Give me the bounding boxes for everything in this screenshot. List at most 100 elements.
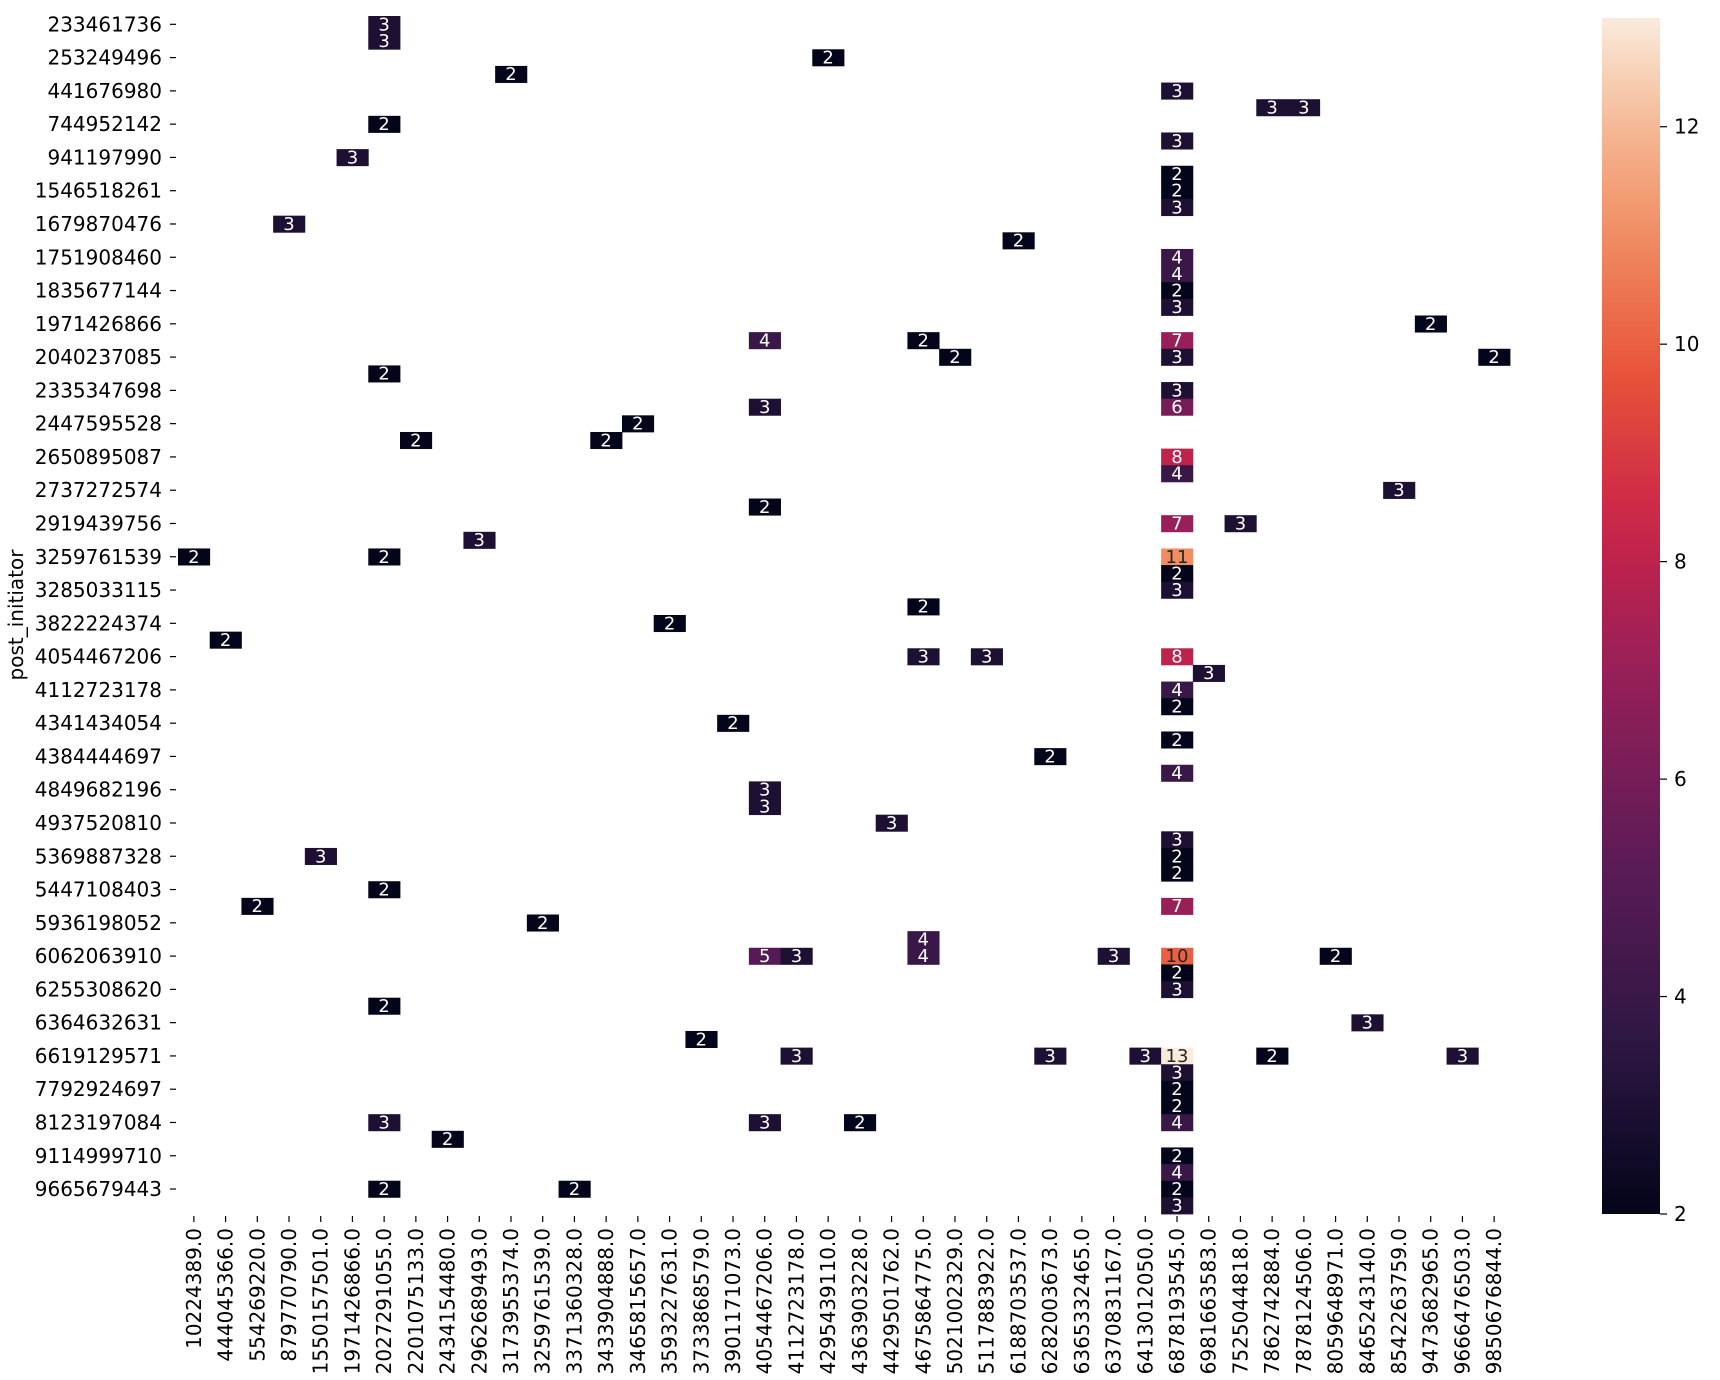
heatmap-cell-value: 4 <box>1171 464 1182 485</box>
x-axis-ticks: 10224389.0 444045366.0 554269220.0 87977079… <box>182 1216 1506 1374</box>
y-tick-label: 7792924697 <box>35 1077 162 1101</box>
heatmap-cell <box>1161 248 1194 266</box>
heatmap-cell-value: 3 <box>1457 1046 1468 1067</box>
heatmap-cell-value: 2 <box>1171 181 1182 202</box>
x-tick-label: 6981663583.0 <box>1197 1228 1221 1374</box>
heatmap-cell <box>368 365 401 383</box>
x-tick-label: 2962689493.0 <box>467 1228 491 1374</box>
heatmap-cell-value: 2 <box>378 880 389 901</box>
heatmap-cell <box>209 631 242 649</box>
y-tick-label: 5369887328 <box>35 844 162 868</box>
heatmap-cell <box>526 914 559 932</box>
y-tick-label: 1835677144 <box>35 279 162 303</box>
x-tick-label: 9473682965.0 <box>1419 1228 1443 1374</box>
x-tick-label: 3173955374.0 <box>499 1228 523 1374</box>
heatmap-cell-value: 2 <box>1171 963 1182 984</box>
heatmap-cell-value: 2 <box>1171 863 1182 884</box>
heatmap-cell <box>1256 1047 1289 1065</box>
heatmap-cell-value: 2 <box>632 414 643 435</box>
colorbar-tick-label: 6 <box>1674 767 1687 791</box>
x-tick-label: 879770790.0 <box>277 1228 301 1362</box>
heatmap-cell-value: 3 <box>1235 513 1246 534</box>
heatmap-cell-value: 3 <box>1298 98 1309 119</box>
heatmap-cell <box>1161 581 1194 599</box>
heatmap-cell-value: 4 <box>759 330 770 351</box>
x-tick-label: 6282003673.0 <box>1038 1228 1062 1374</box>
heatmap-cell-value: 2 <box>822 48 833 69</box>
heatmap-cell-value: 3 <box>886 813 897 834</box>
heatmap-cell-value: 2 <box>569 1179 580 1200</box>
heatmap-cell <box>907 598 940 616</box>
heatmap-cell-value: 4 <box>1171 763 1182 784</box>
heatmap-cell <box>1161 132 1194 150</box>
y-tick-label: 941197990 <box>47 145 162 169</box>
heatmap-cell-value: 11 <box>1166 547 1189 568</box>
colorbar-tick-label: 8 <box>1674 550 1687 574</box>
x-tick-label: 6370831167.0 <box>1102 1228 1126 1374</box>
heatmap-cell-value: 3 <box>1393 480 1404 501</box>
y-tick-label: 5936198052 <box>35 911 162 935</box>
heatmap-cell <box>748 1114 781 1132</box>
heatmap-cell-value: 2 <box>442 1129 453 1150</box>
heatmap-cell-value: 2 <box>1171 1179 1182 1200</box>
heatmap-cell-value: 2 <box>378 114 389 135</box>
colorbar-gradient <box>1602 18 1660 1214</box>
heatmap-cell-value: 2 <box>1171 1096 1182 1117</box>
heatmap-cell-value: 3 <box>759 796 770 817</box>
y-tick-label: 1751908460 <box>35 245 162 269</box>
heatmap-cell <box>1446 1047 1479 1065</box>
heatmap-cell-value: 2 <box>918 330 929 351</box>
heatmap-cell <box>1161 1097 1194 1115</box>
heatmap-cell <box>907 947 940 965</box>
heatmap-cell-value: 3 <box>1266 98 1277 119</box>
heatmap-cell-value: 3 <box>1044 1046 1055 1067</box>
heatmap-cell <box>907 931 940 949</box>
heatmap-cell-value: 3 <box>474 530 485 551</box>
heatmap-cell-value: 3 <box>1171 347 1182 368</box>
heatmap-cell-value: 5 <box>759 946 770 967</box>
x-tick-label: 4675864775.0 <box>911 1228 935 1374</box>
heatmap-cell <box>1034 1047 1067 1065</box>
heatmap-cell <box>1161 165 1194 183</box>
heatmap-cell <box>748 781 781 799</box>
heatmap-cell-value: 8 <box>1171 647 1182 668</box>
heatmap-cell-value: 2 <box>378 1179 389 1200</box>
heatmap-cell-value: 3 <box>918 647 929 668</box>
heatmap-cell-value: 2 <box>1488 347 1499 368</box>
heatmap-cell-value: 4 <box>1171 247 1182 268</box>
heatmap-cell <box>1161 298 1194 316</box>
heatmap-cell-value: 4 <box>1171 680 1182 701</box>
heatmap-cell-value: 2 <box>727 713 738 734</box>
x-tick-label: 3733868579.0 <box>689 1228 713 1374</box>
heatmap-cell-value: 7 <box>1171 330 1182 351</box>
heatmap-cell-value: 2 <box>1171 730 1182 751</box>
heatmap-cell <box>1161 681 1194 699</box>
heatmap-cell-value: 2 <box>505 64 516 85</box>
heatmap-cell-value: 2 <box>378 364 389 385</box>
heatmap-cell <box>1161 265 1194 283</box>
y-tick-label: 8123197084 <box>35 1110 162 1134</box>
heatmap-cell-value: 3 <box>981 647 992 668</box>
x-tick-label: 4429501762.0 <box>880 1228 904 1374</box>
heatmap-cell <box>1002 232 1035 250</box>
x-tick-label: 10224389.0 <box>182 1228 206 1349</box>
colorbar: 2 4 6 8 10 12 <box>1602 18 1699 1226</box>
heatmap-cell-value: 3 <box>791 946 802 967</box>
heatmap-cell <box>1288 99 1321 117</box>
y-tick-label: 4849682196 <box>35 778 162 802</box>
heatmap-cell-value: 3 <box>1171 380 1182 401</box>
heatmap-cell-value: 2 <box>252 896 263 917</box>
heatmap-cell-value: 3 <box>1171 131 1182 152</box>
heatmap-cell <box>241 897 274 915</box>
x-tick-label: 6413012050.0 <box>1133 1228 1157 1374</box>
heatmap-cell <box>431 1130 464 1148</box>
heatmap-cell <box>368 1180 401 1198</box>
heatmap-cell <box>1161 1147 1194 1165</box>
heatmap-cell-value: 3 <box>1171 1196 1182 1217</box>
x-tick-label: 7525044818.0 <box>1228 1228 1252 1374</box>
heatmap-cell <box>1161 448 1194 466</box>
heatmap-cell-value: 4 <box>918 946 929 967</box>
heatmap-cell <box>368 32 401 50</box>
heatmap-cell <box>907 332 940 350</box>
heatmap-cell <box>812 49 845 67</box>
